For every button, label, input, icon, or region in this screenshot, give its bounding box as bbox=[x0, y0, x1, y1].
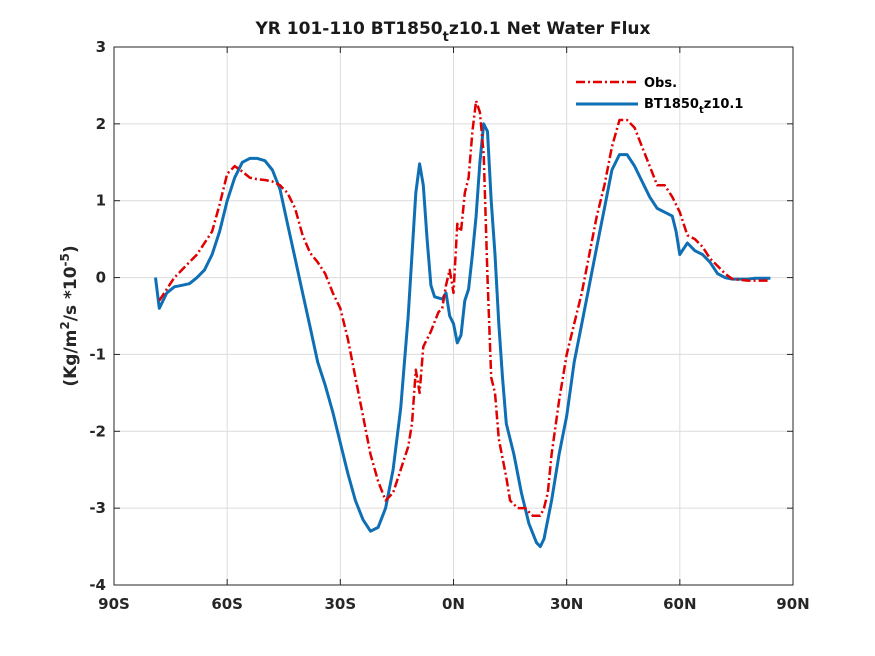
title-suffix: z10.1 Net Water Flux bbox=[449, 19, 651, 39]
legend-model-subscript: t bbox=[699, 105, 704, 116]
x-tick-label: 90S bbox=[98, 595, 130, 613]
y-tick-label: 0 bbox=[96, 269, 106, 287]
y-tick-label: 2 bbox=[96, 115, 106, 133]
ylabel-mid: /s *10 bbox=[61, 266, 81, 321]
ylabel-exp2: -5 bbox=[58, 253, 72, 266]
series-obs-line bbox=[158, 99, 771, 518]
x-tick-label: 30N bbox=[550, 595, 583, 613]
legend-model-name: BT1850 bbox=[644, 97, 699, 112]
x-tick-label: 30S bbox=[324, 595, 356, 613]
series-layer bbox=[154, 99, 771, 549]
y-tick-label: -3 bbox=[89, 499, 106, 517]
x-tick-label: 60S bbox=[211, 595, 243, 613]
ylabel-close: ) bbox=[61, 245, 81, 253]
grid bbox=[114, 47, 793, 585]
title-prefix: YR 101-110 BT1850 bbox=[254, 19, 442, 39]
x-tick-label: 60N bbox=[663, 595, 696, 613]
series-model-line bbox=[154, 122, 771, 549]
ticks: 90S 60S 30S 0N 30N 60N 90N 3 2 1 0 -1 -2 -3 -4 bbox=[89, 38, 809, 613]
y-tick-label: 1 bbox=[96, 192, 106, 210]
title-subscript: t bbox=[443, 30, 449, 45]
y-tick-label: -4 bbox=[89, 576, 106, 594]
legend-label-obs: Obs. bbox=[644, 76, 677, 91]
chart-title: YR 101-110 BT1850tz10.1 Net Water Flux bbox=[254, 19, 650, 45]
y-tick-label: -1 bbox=[89, 345, 106, 363]
ylabel-open: (Kg/m bbox=[61, 330, 81, 387]
ylabel-exp1: 2 bbox=[58, 321, 72, 329]
y-axis-label: (Kg/m2/s *10-5) bbox=[58, 245, 81, 386]
legend-model-suffix: z10.1 bbox=[704, 97, 744, 112]
legend-label-model: BT1850tz10.1 bbox=[644, 97, 743, 116]
y-tick-label: 3 bbox=[96, 38, 106, 56]
x-tick-label: 90N bbox=[776, 595, 809, 613]
y-tick-label: -2 bbox=[89, 422, 106, 440]
legend: Obs. BT1850tz10.1 bbox=[576, 76, 743, 116]
x-tick-label: 0N bbox=[442, 595, 465, 613]
